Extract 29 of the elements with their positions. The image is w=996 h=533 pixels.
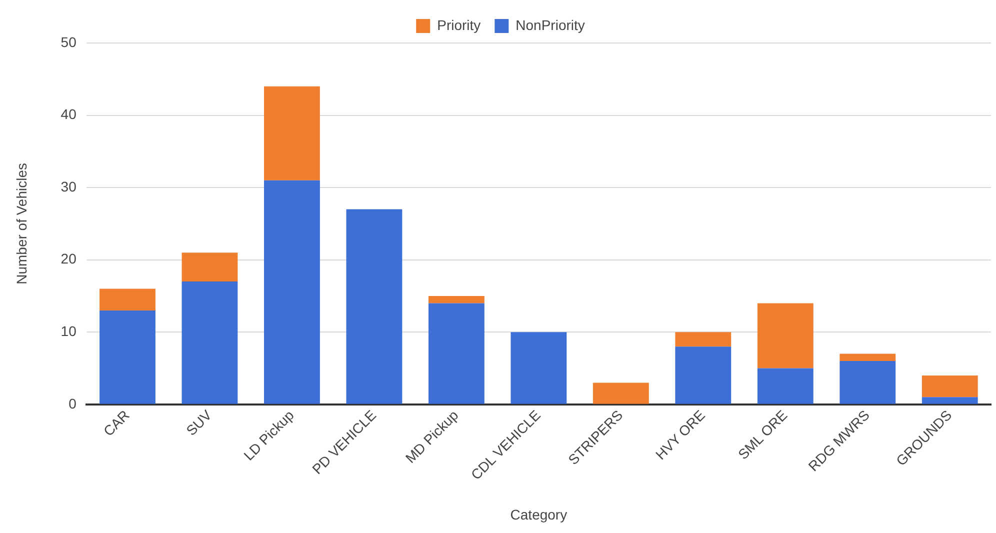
y-tick-label: 40	[60, 106, 77, 122]
bar	[840, 354, 896, 362]
y-tick-label: 0	[68, 395, 77, 412]
bar	[840, 361, 896, 404]
bar	[182, 282, 238, 404]
bar	[922, 397, 978, 404]
bar	[100, 288, 156, 310]
bar	[264, 180, 320, 404]
bar	[264, 86, 320, 180]
bar	[675, 346, 732, 404]
bar	[675, 332, 732, 347]
y-tick-label: 30	[60, 178, 77, 194]
y-tick-label: 20	[60, 250, 77, 267]
bar	[182, 252, 238, 282]
bar	[922, 375, 978, 398]
bar	[757, 368, 814, 404]
y-axis-title: Number of Vehicles	[13, 163, 30, 284]
x-axis-title: Category	[510, 506, 568, 522]
legend-label: NonPriority	[516, 16, 585, 33]
bar	[100, 310, 156, 404]
bar	[346, 209, 402, 404]
y-tick-label: 10	[60, 322, 77, 339]
bar	[757, 303, 814, 368]
y-tick-label: 50	[60, 34, 77, 50]
bar	[592, 382, 649, 404]
bar	[428, 296, 484, 304]
bar	[428, 303, 484, 404]
bar	[510, 332, 567, 404]
legend-label: Priority	[437, 16, 481, 33]
